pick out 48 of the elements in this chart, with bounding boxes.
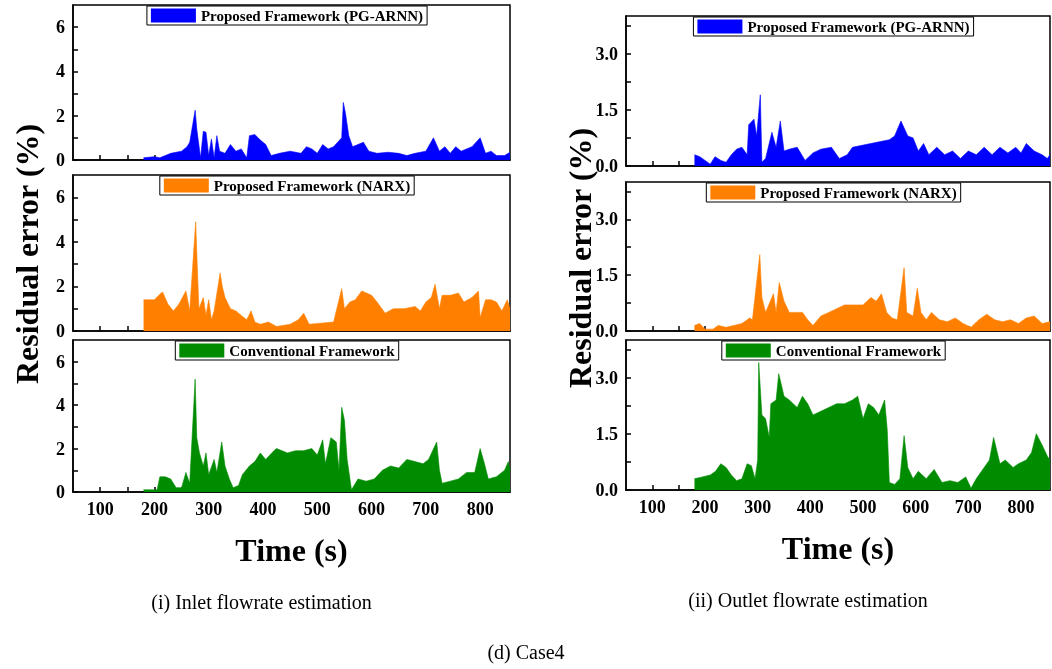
y-tick-label: 4: [56, 395, 65, 416]
y-tick-label: 6: [56, 187, 65, 208]
y-tick-label: 2: [56, 438, 65, 459]
y-tick-label: 0: [56, 150, 65, 170]
y-tick-label: 0.0: [595, 321, 618, 341]
x-tick-label: 500: [849, 497, 877, 517]
x-axis-title: Time (s): [781, 530, 895, 566]
x-tick-label: 600: [902, 497, 930, 517]
x-tick-label: 100: [638, 497, 666, 517]
legend-label: Proposed Framework (NARX): [213, 177, 411, 195]
x-tick-label: 300: [195, 499, 223, 519]
text: (d) Case4: [487, 641, 565, 664]
x-tick-label: 600: [358, 499, 386, 519]
text: (ii) Outlet flowrate estimation: [688, 589, 928, 612]
y-axis-title: Residual error (%): [8, 123, 46, 385]
y-tick-label: 1.5: [595, 265, 618, 286]
x-axis-title: Time (s): [235, 532, 348, 568]
y-tick-label: 1.5: [595, 423, 618, 444]
legend-label: Conventional Framework: [229, 342, 396, 359]
x-tick-label: 400: [796, 497, 824, 517]
y-tick-label: 0.0: [595, 480, 618, 500]
text: (i) Inlet flowrate estimation: [151, 591, 372, 614]
x-tick-label: 800: [466, 499, 494, 519]
legend-label: Conventional Framework: [775, 342, 942, 359]
y-tick-label: 3.0: [595, 367, 618, 388]
y-tick-label: 2: [56, 276, 65, 297]
x-tick-label: 300: [744, 497, 772, 517]
x-tick-label: 400: [249, 499, 277, 519]
legend-label: Proposed Framework (PG-ARNN): [747, 18, 970, 36]
y-tick-label: 0: [56, 321, 65, 341]
x-tick-label: 700: [412, 499, 440, 519]
y-tick-label: 6: [56, 17, 65, 38]
y-tick-label: 1.5: [595, 99, 618, 120]
x-tick-label: 200: [140, 499, 168, 519]
x-tick-label: 800: [1007, 497, 1035, 517]
x-tick-label: 500: [303, 499, 331, 519]
y-tick-label: 3.0: [595, 43, 618, 64]
x-tick-label: 200: [691, 497, 719, 517]
y-tick-label: 0: [56, 482, 65, 502]
y-tick-label: 3.0: [595, 209, 618, 230]
legend-label: Proposed Framework (PG-ARNN): [200, 7, 424, 25]
x-tick-label: 100: [86, 499, 114, 519]
y-tick-label: 4: [56, 231, 65, 252]
legend-label: Proposed Framework (NARX): [760, 184, 957, 202]
y-tick-label: 6: [56, 351, 65, 372]
y-tick-label: 2: [56, 105, 65, 126]
y-tick-label: 4: [56, 61, 65, 82]
x-tick-label: 700: [954, 497, 982, 517]
